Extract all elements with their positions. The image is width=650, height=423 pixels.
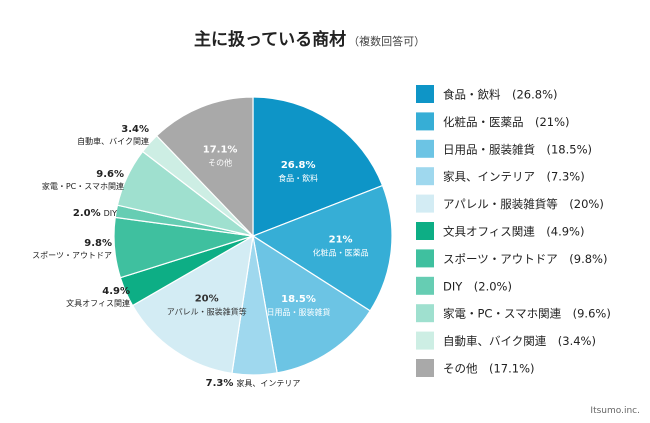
pie-labels: 26.8% 食品・飲料 21% 化粧品・医薬品 18.5% 日用品・服装雑貨 7.3% 家具、… xyxy=(32,124,368,389)
credit-text: Itsumo.inc. xyxy=(590,406,640,416)
legend-label-8: DIY (2.0%) xyxy=(443,279,512,293)
legend: 食品・飲料 (26.8%) 化粧品・医薬品 (21%) 日用品・服装雑貨 (18.5… xyxy=(416,85,611,377)
legend-item-8: DIY (2.0%) xyxy=(416,276,512,295)
legend-swatch-9 xyxy=(416,304,434,323)
legend-swatch-5 xyxy=(416,194,434,213)
slice-2-name-label: 化粧品・医薬品 xyxy=(313,248,369,258)
slice-4-name-label: 家具、インテリア xyxy=(236,378,300,388)
legend-item-7: スポーツ・アウトドア (9.8%) xyxy=(416,249,607,268)
slice-4-value-label: 7.3% xyxy=(206,378,234,389)
slice-11-name-label: その他 xyxy=(208,157,232,167)
legend-item-9: 家電・PC・スマホ関連 (9.6%) xyxy=(416,304,611,323)
slice-3-wedge xyxy=(252,234,371,374)
slice-2-value-label: 21% xyxy=(329,235,353,246)
slice-11-wedge xyxy=(155,96,254,238)
slice-7-value-label: 9.8% xyxy=(84,238,112,249)
legend-label-10: 自動車、バイク関連 (3.4%) xyxy=(443,334,596,348)
legend-label-11: その他 (17.1%) xyxy=(443,362,535,376)
legend-label-5: アパレル・服装雑貨等 (20%) xyxy=(443,197,604,211)
slice-9-value-label: 9.6% xyxy=(96,169,124,180)
legend-item-5: アパレル・服装雑貨等 (20%) xyxy=(416,194,604,213)
slice-11-value-label: 17.1% xyxy=(203,144,238,155)
slice-5-value-label: 20% xyxy=(195,294,219,305)
legend-swatch-3 xyxy=(416,139,434,158)
chart-title-sub: （複数回答可） xyxy=(348,34,425,48)
legend-swatch-10 xyxy=(416,331,434,350)
slice-5-name-label: アパレル・服装雑貨等 xyxy=(167,307,247,317)
slice-8-label: 2.0% DIY xyxy=(73,208,117,219)
slice-10-name-label: 自動車、バイク関連 xyxy=(77,136,149,146)
slice-8-value-label: 2.0% xyxy=(73,208,101,219)
legend-item-11: その他 (17.1%) xyxy=(416,359,535,377)
chart-title: 主に扱っている商材 （複数回答可） xyxy=(194,29,425,50)
legend-swatch-4 xyxy=(416,167,434,186)
legend-label-2: 化粧品・医薬品 (21%) xyxy=(443,115,570,129)
slice-6-value-label: 4.9% xyxy=(102,286,130,297)
legend-item-3: 日用品・服装雑貨 (18.5%) xyxy=(416,139,592,158)
slice-6-name-label: 文具オフィス関連 xyxy=(66,298,130,308)
slice-4-label: 7.3% 家具、インテリア xyxy=(206,378,301,389)
legend-label-1: 食品・飲料 (26.8%) xyxy=(443,88,558,102)
slice-8-name-label: DIY xyxy=(104,209,118,218)
slice-2-wedge xyxy=(251,184,393,312)
slice-3-value-label: 18.5% xyxy=(281,294,316,305)
legend-swatch-11 xyxy=(416,359,434,377)
slice-5-wedge xyxy=(131,234,254,375)
legend-item-10: 自動車、バイク関連 (3.4%) xyxy=(416,331,596,350)
slice-10-value-label: 3.4% xyxy=(121,124,149,135)
legend-item-2: 化粧品・医薬品 (21%) xyxy=(416,112,570,131)
slice-3-name-label: 日用品・服装雑貨 xyxy=(267,307,331,317)
legend-swatch-6 xyxy=(416,222,434,240)
legend-item-4: 家具、インテリア (7.3%) xyxy=(416,167,585,186)
chart-title-main: 主に扱っている商材 xyxy=(194,29,346,50)
legend-swatch-2 xyxy=(416,112,434,131)
slice-1-name-label: 食品・飲料 xyxy=(278,173,318,183)
legend-item-6: 文具オフィス関連 (4.9%) xyxy=(416,222,584,240)
legend-label-4: 家具、インテリア (7.3%) xyxy=(443,170,585,184)
legend-swatch-1 xyxy=(416,85,434,103)
slice-9-name-label: 家電・PC・スマホ関連 xyxy=(42,181,124,191)
slice-7-name-label: スポーツ・アウトドア xyxy=(32,251,112,260)
legend-item-1: 食品・飲料 (26.8%) xyxy=(416,85,558,103)
legend-swatch-7 xyxy=(416,249,434,268)
legend-label-7: スポーツ・アウトドア (9.8%) xyxy=(443,252,607,266)
legend-label-6: 文具オフィス関連 (4.9%) xyxy=(443,225,584,239)
legend-swatch-8 xyxy=(416,276,434,295)
legend-label-9: 家電・PC・スマホ関連 (9.6%) xyxy=(443,307,611,321)
pie-slices xyxy=(113,96,393,376)
slice-1-value-label: 26.8% xyxy=(281,160,316,171)
slice-1-wedge xyxy=(252,96,384,237)
legend-label-3: 日用品・服装雑貨 (18.5%) xyxy=(443,142,592,156)
